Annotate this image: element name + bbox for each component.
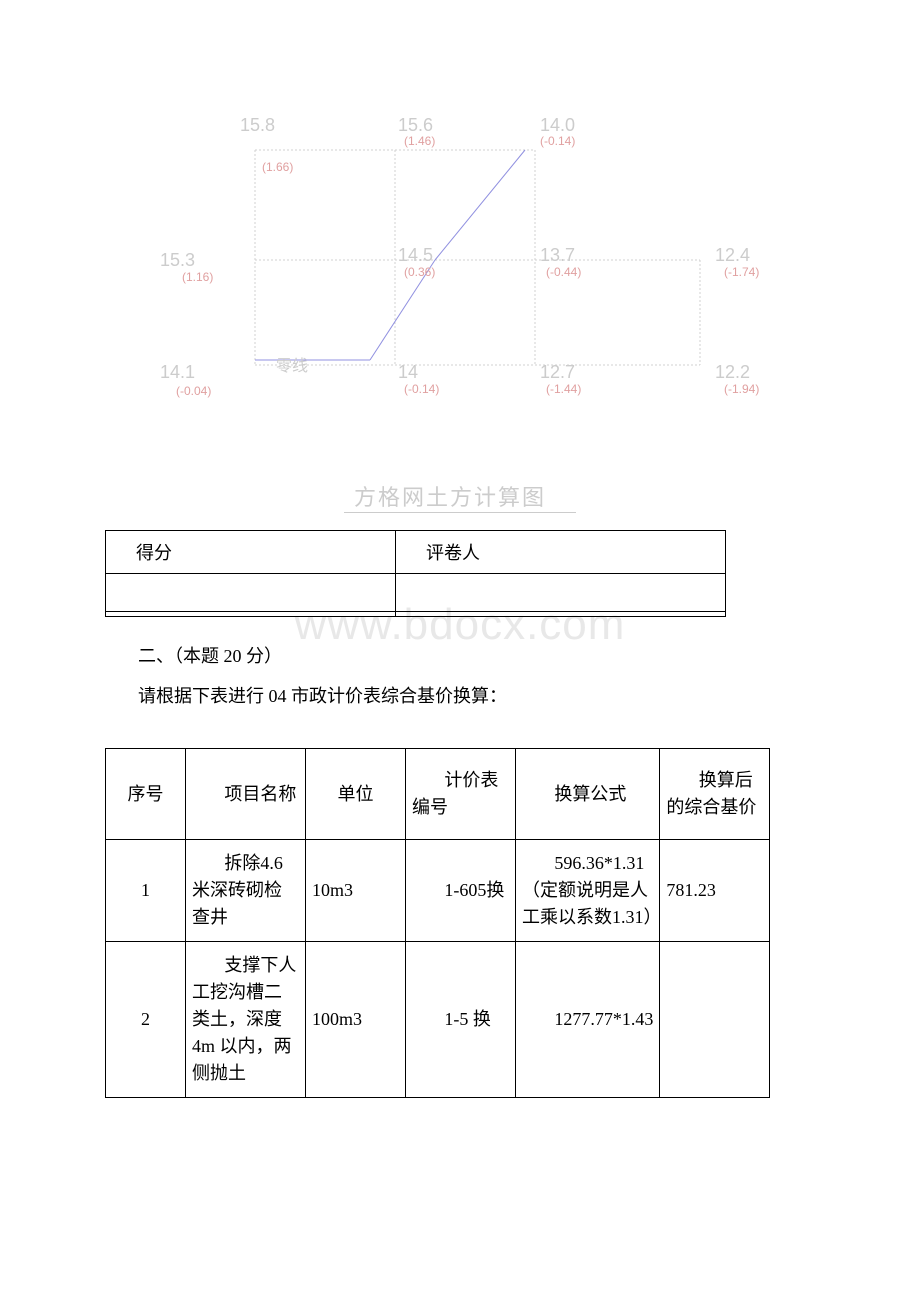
table-cell: 1277.77*1.43 xyxy=(516,942,660,1098)
column-header: 换算公式 xyxy=(516,749,660,840)
node-offset: (-0.44) xyxy=(546,265,581,279)
score-table: 得分 评卷人 xyxy=(105,530,726,617)
node-offset: (-1.44) xyxy=(546,382,581,396)
table-cell: 1-5 换 xyxy=(406,942,516,1098)
node-offset: (-1.94) xyxy=(724,382,759,396)
node-value: 12.2 xyxy=(715,362,750,383)
node-value: 12.4 xyxy=(715,245,750,266)
node-offset: (-0.14) xyxy=(404,382,439,396)
node-offset: (-1.74) xyxy=(724,265,759,279)
table-cell: 781.23 xyxy=(660,840,770,942)
section-desc: 请根据下表进行 04 市政计价表综合基价换算： xyxy=(138,682,507,708)
table-cell: 100m3 xyxy=(306,942,406,1098)
column-header: 序号 xyxy=(106,749,186,840)
node-value: 12.7 xyxy=(540,362,575,383)
table-cell: 596.36*1.31（定额说明是人工乘以系数1.31） xyxy=(516,840,660,942)
section-title: 二、（本题 20 分） xyxy=(138,642,282,668)
diagram-title-text: 方格网土方计算图 xyxy=(344,485,576,513)
column-header: 换算后的综合基价 xyxy=(660,749,770,840)
node-value: 15.8 xyxy=(240,115,275,136)
main-table: 序号项目名称单位计价表编号换算公式换算后的综合基价 1拆除4.6 米深砖砌检查井… xyxy=(105,748,770,1098)
table-cell: 1 xyxy=(106,840,186,942)
node-offset: (-0.04) xyxy=(176,384,211,398)
table-cell: 2 xyxy=(106,942,186,1098)
grader-cell-2 xyxy=(396,612,726,617)
score-header: 得分 xyxy=(106,531,396,574)
node-offset: (1.46) xyxy=(404,134,435,148)
table-cell: 拆除4.6 米深砖砌检查井 xyxy=(186,840,306,942)
column-header: 单位 xyxy=(306,749,406,840)
zero-line-label: 零线 xyxy=(276,352,308,376)
table-cell xyxy=(660,942,770,1098)
node-value: 14 xyxy=(398,362,418,383)
grid-diagram: 15.8(1.66)15.6(1.46)14.0(-0.14)15.3(1.16… xyxy=(140,100,820,410)
score-cell-2 xyxy=(106,612,396,617)
node-value: 14.1 xyxy=(160,362,195,383)
node-value: 15.3 xyxy=(160,250,195,271)
table-cell: 10m3 xyxy=(306,840,406,942)
column-header: 计价表编号 xyxy=(406,749,516,840)
node-value: 15.6 xyxy=(398,115,433,136)
score-cell xyxy=(106,574,396,612)
node-value: 13.7 xyxy=(540,245,575,266)
node-value: 14.5 xyxy=(398,245,433,266)
grader-header: 评卷人 xyxy=(396,531,726,574)
node-offset: (0.36) xyxy=(404,265,435,279)
column-header: 项目名称 xyxy=(186,749,306,840)
node-offset: (1.16) xyxy=(182,270,213,284)
node-offset: (1.66) xyxy=(262,160,293,174)
diagram-title: 方格网土方计算图 xyxy=(0,480,920,512)
table-cell: 1-605换 xyxy=(406,840,516,942)
node-value: 14.0 xyxy=(540,115,575,136)
table-cell: 支撑下人工挖沟槽二类土，深度4m 以内，两侧抛土 xyxy=(186,942,306,1098)
grader-cell xyxy=(396,574,726,612)
node-offset: (-0.14) xyxy=(540,134,575,148)
